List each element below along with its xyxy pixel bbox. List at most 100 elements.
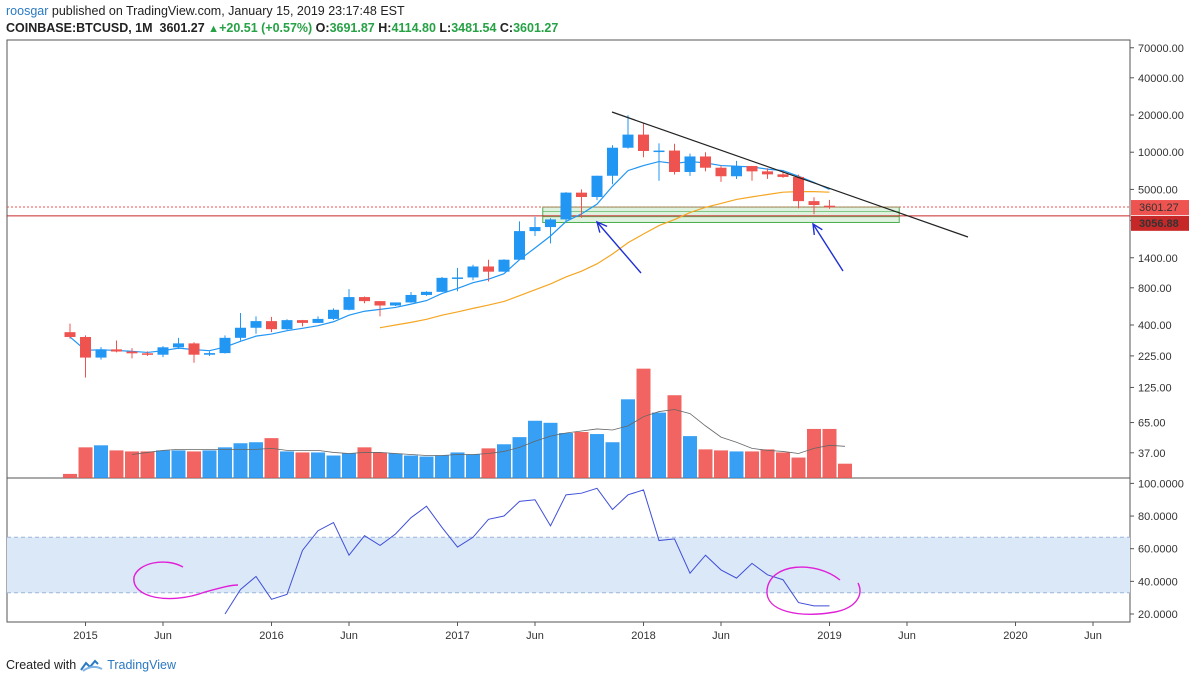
time-axis-label: Jun [712,630,730,642]
candle-body [622,134,634,148]
tradingview-brand[interactable]: TradingView [107,658,176,672]
candle-body [405,294,417,303]
candle-body [498,259,510,272]
candle-body [343,297,355,310]
rsi-axis-label: 100.0000 [1138,478,1184,490]
price-axis-label: 40000.00 [1138,73,1184,85]
candle-body [529,227,541,232]
volume-bar [776,452,790,478]
candle-body [157,347,169,355]
price-axis-label: 400.00 [1138,320,1172,332]
candle-body [173,343,184,348]
low-label: L: [439,21,452,35]
candle-body [545,219,556,228]
price-axis-badge [1131,215,1189,231]
candle-body [80,336,91,358]
volume-bar [218,447,232,478]
volume-bar [404,455,418,478]
candle-body [483,266,494,272]
open-value: 3691.87 [329,21,375,35]
volume-bar [233,443,248,478]
rsi-axis-label: 40.0000 [1138,576,1178,588]
annotation-arrow-icon [812,222,844,272]
annotation-circle-icon [133,561,239,600]
volume-bar [652,412,666,478]
candle-body [684,156,696,172]
candle-body [715,167,727,177]
candle-body [607,147,618,176]
candle-body [266,321,277,330]
time-axis-label: 2020 [1003,630,1027,642]
volume-bar [605,442,620,478]
annotation-circle-icon [766,566,861,615]
volume-bar [373,452,387,478]
candle-body [514,231,525,260]
candle-body [638,134,649,151]
volume-bar [698,449,713,478]
price-axis-label: 1400.00 [1138,253,1178,265]
candle-body [777,174,789,177]
candle-body [700,156,711,168]
support-zone [542,206,900,223]
price-axis-label: 70000.00 [1138,43,1184,55]
volume-bar [481,448,496,478]
candle-body [762,171,773,175]
arrow-shaft [596,221,642,274]
volume-bar [264,438,279,478]
ema-slow-line [379,191,830,329]
volume-bar [140,451,155,478]
candle-body [731,166,742,177]
trendline [611,111,969,238]
volume-bar [94,445,108,478]
price-axis-label: 20000.00 [1138,110,1184,122]
candle-body [219,337,231,354]
author-link[interactable]: roosgar [6,4,49,18]
volume-bar [419,456,434,478]
volume-bar [574,432,589,478]
volume-bar [791,457,806,478]
candle-body [250,321,262,328]
candle-body [653,150,665,153]
volume-ma-line [131,409,846,456]
volume-bar [621,399,635,478]
candle-body [142,353,153,355]
volume-bar [187,451,201,478]
arrow-head [595,220,608,233]
candle-body [297,320,308,323]
footer: Created with TradingView [6,658,176,672]
volume-bar [78,447,93,478]
publish-info: roosgar published on TradingView.com, Ja… [6,4,405,18]
volume-bar [838,463,852,478]
tradingview-logo-icon [80,659,103,672]
time-axis-label: Jun [154,630,172,642]
open-label: O: [315,21,330,35]
volume-bar [667,395,682,478]
annotation-arrow-icon [595,220,642,274]
candle-body [560,192,572,220]
time-axis-label: Jun [340,630,358,642]
volume-bar [342,453,356,478]
volume-bar [326,455,341,478]
volume-bar [249,442,263,478]
high-label: H: [378,21,392,35]
volume-bar [760,449,775,478]
rsi-line [224,487,830,615]
time-axis-label: Jun [526,630,544,642]
rsi-axis-label: 80.0000 [1138,511,1178,523]
volume-bar [590,434,604,478]
volume-bar [683,436,697,478]
time-axis-label: 2017 [445,630,469,642]
time-axis-label: 2016 [259,630,283,642]
price-change: +20.51 (+0.57%) [219,21,313,35]
price-axis-label: 5000.00 [1138,184,1178,196]
volume-bar [357,447,372,478]
volume-bar [311,452,325,478]
symbol-label: COINBASE:BTCUSD, 1M [6,21,153,35]
time-axis-label: 2018 [631,630,655,642]
price-axis-badge-text: 3601.27 [1139,202,1179,214]
candle-body [390,302,401,306]
candle-body [824,205,835,208]
time-axis-label: 2019 [817,630,841,642]
time-axis-label: Jun [1084,630,1102,642]
